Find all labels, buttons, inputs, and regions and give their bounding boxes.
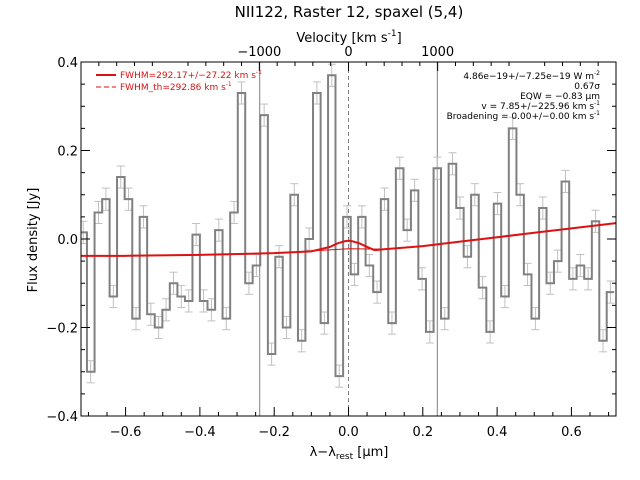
axes-layer: −0.6 −0.4 −0.2 0.0 0.2 0.4 0.6 −1000 0 1000 −0.4 −0… xyxy=(46,45,617,440)
plot-layer xyxy=(81,62,616,416)
annotation-text: v = 7.85+/−225.96 km s-1 xyxy=(481,100,600,112)
annotation-main: EQW = −0.83 μm xyxy=(520,92,600,102)
legend-label-sup: -1 xyxy=(226,81,232,88)
legend: FWHM=292.17+/−27.22 km s-1FWHM_th=292.86… xyxy=(96,69,262,93)
x-tick-label: 0.6 xyxy=(561,425,582,440)
x-axis-label-text: λ−λ xyxy=(310,445,337,460)
annotation-main: 4.86e−19+/−7.25e−19 W m xyxy=(463,72,594,82)
x-tick-label: −0.6 xyxy=(110,425,142,440)
annotation-text: 0.67σ xyxy=(574,82,600,92)
legend-label: FWHM=292.17+/−27.22 km s-1 xyxy=(120,69,262,81)
y-tick-label: −0.2 xyxy=(46,322,78,337)
y-tick-label: 0.0 xyxy=(57,233,78,248)
top-tick-label: 0 xyxy=(344,45,352,60)
x-tick-label: −0.4 xyxy=(184,425,216,440)
annotation-main: Broadening = 0.00+/−0.00 km s xyxy=(447,112,595,122)
annotation-text: EQW = −0.83 μm xyxy=(520,92,600,102)
annotation-text: Broadening = 0.00+/−0.00 km s-1 xyxy=(447,110,601,122)
annotation-main: v = 7.85+/−225.96 km s xyxy=(481,102,594,112)
y-tick-label: −0.4 xyxy=(46,410,78,425)
top-axis-label: Velocity [km s-1] xyxy=(296,29,401,46)
top-axis-label-sup: -1 xyxy=(388,29,397,39)
annotation-sup: -1 xyxy=(594,110,600,117)
top-tick-label: −1000 xyxy=(237,45,281,60)
annotation-main: 0.67σ xyxy=(574,82,600,92)
annotation-text: 4.86e−19+/−7.25e−19 W m-2 xyxy=(463,70,600,82)
plot-area xyxy=(81,62,616,416)
legend-label: FWHM_th=292.86 km s-1 xyxy=(120,81,232,93)
x-tick-label: 0.4 xyxy=(487,425,508,440)
x-axis-label-unit: [μm] xyxy=(353,445,388,460)
x-tick-label: 0.2 xyxy=(412,425,433,440)
legend-label-text: FWHM=292.17+/−27.22 km s xyxy=(120,71,256,81)
y-axis-label: Flux density [Jy] xyxy=(26,188,41,293)
model-fit-line xyxy=(81,222,616,257)
top-tick-label: 1000 xyxy=(421,45,454,60)
y-tick-label: 0.2 xyxy=(57,145,78,160)
annotation-sup: -1 xyxy=(594,100,600,107)
legend-label-text: FWHM_th=292.86 km s xyxy=(120,83,226,93)
x-tick-label: −0.2 xyxy=(258,425,290,440)
x-tick-label: 0.0 xyxy=(338,425,359,440)
legend-label-sup: -1 xyxy=(256,69,262,76)
top-axis-label-text: Velocity [km s xyxy=(296,31,388,46)
x-axis-label: λ−λrest [μm] xyxy=(310,445,389,462)
y-tick-label: 0.4 xyxy=(57,56,78,71)
x-axis-label-sub: rest xyxy=(336,452,354,462)
top-axis-label-end: ] xyxy=(397,31,402,46)
chart-title: NII122, Raster 12, spaxel (5,4) xyxy=(235,3,464,21)
annotation-sup: -2 xyxy=(594,70,600,77)
